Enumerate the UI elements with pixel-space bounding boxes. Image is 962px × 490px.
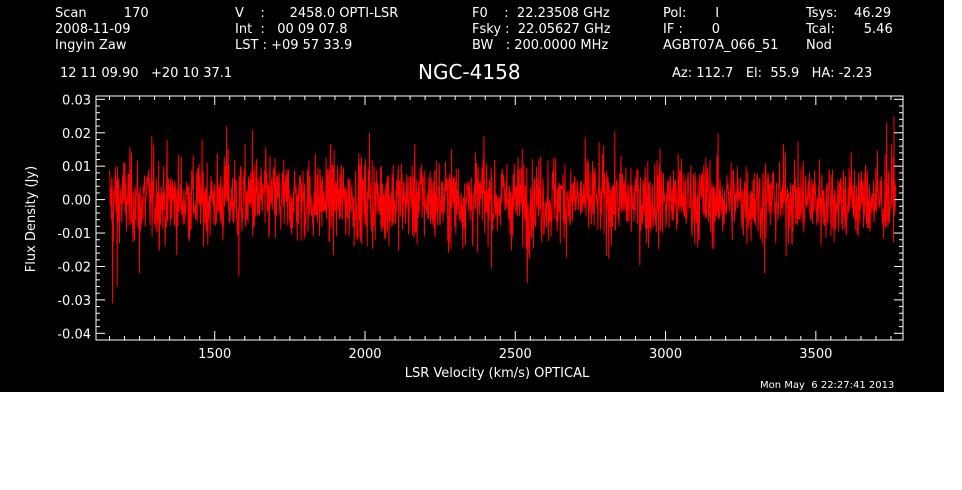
x-tick-label: 2500 [499,347,532,362]
header-project: AGBT07A_066_51 [663,38,779,53]
header-if: IF : 0 [663,22,721,37]
y-tick-label: 0.01 [62,160,91,175]
spectrum-chart: 1500 2000 2500 3000 3500 -0.04 -0.03 -0.02 -0.01… [24,93,904,381]
header-bandwidth: BW : 200.0000 MHz [472,38,609,53]
x-tick-label: 3500 [799,347,832,362]
header-date: 2008-11-09 [55,22,131,37]
x-tick-label: 2000 [348,347,381,362]
header-scan: Scan 170 [55,6,149,21]
y-axis-label: Flux Density (Jy) [24,166,39,272]
x-tick-label: 1500 [198,347,231,362]
header-rest-frequency: F0 : 22.23508 GHz [472,6,610,21]
timestamp: Mon May 6 22:27:41 2013 [760,380,895,391]
header-observer: Ingyin Zaw [55,38,127,53]
y-tick-label: -0.02 [57,260,91,275]
y-tick-label: 0.00 [62,194,91,209]
spectrum-panel: Scan 170 2008-11-09 Ingyin Zaw V : 2458.… [0,0,944,392]
header-polarization: Pol: I [663,6,720,21]
x-axis-label: LSR Velocity (km/s) OPTICAL [405,366,590,381]
header-procedure: Nod [806,38,832,53]
series-line [109,116,896,304]
y-tick-label: -0.03 [57,294,91,309]
y-tick-label: -0.04 [57,327,91,342]
plot-frame [95,95,904,341]
header-lst: LST : +09 57 33.9 [235,38,353,53]
source-name: NGC-4158 [418,60,521,84]
header-velocity: V : 2458.0 OPTI-LSR [235,6,399,21]
y-tick-label: -0.01 [57,227,91,242]
x-tick-label: 3000 [649,347,682,362]
header-integration: Int : 00 09 07.8 [235,22,348,37]
header-coordinates: 12 11 09.90 +20 10 37.1 [60,66,233,81]
series-layer [109,116,896,304]
header-tsys: Tsys: 46.29 [806,6,892,21]
header-sky-frequency: Fsky : 22.05627 GHz [472,22,611,37]
header-tcal: Tcal: 5.46 [806,22,893,37]
header-pointing: Az: 112.7 El: 55.9 HA: -2.23 [672,66,873,81]
y-tick-label: 0.03 [62,93,91,108]
y-tick-label: 0.02 [62,127,91,142]
axes-layer: 1500 2000 2500 3000 3500 -0.04 -0.03 -0.02 -0.01… [57,93,904,362]
